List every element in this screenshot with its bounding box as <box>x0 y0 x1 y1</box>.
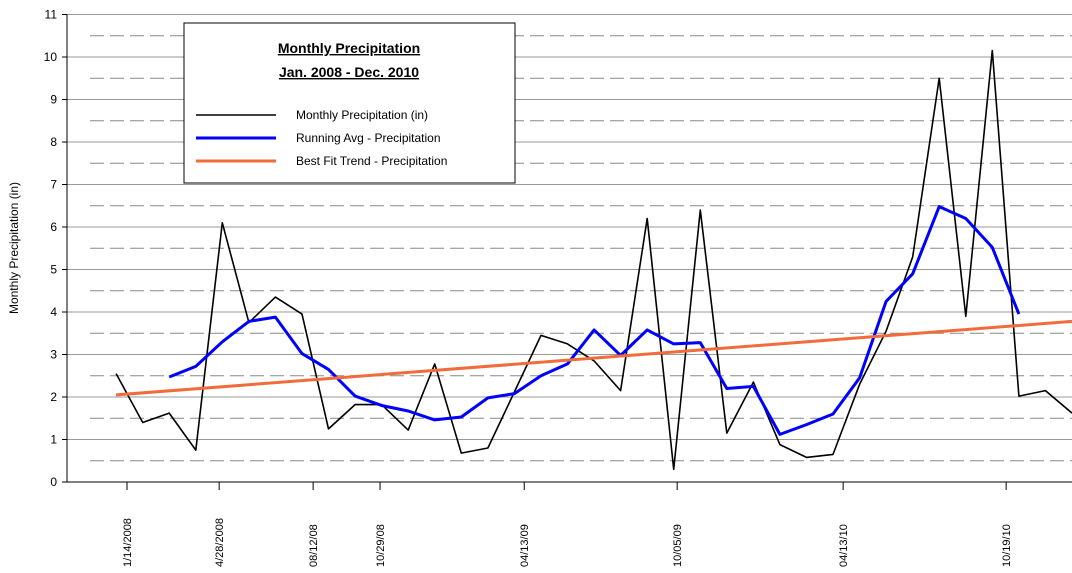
legend-label: Best Fit Trend - Precipitation <box>296 154 447 168</box>
legend-subtitle: Jan. 2008 - Dec. 2010 <box>279 64 419 80</box>
legend-box <box>183 22 516 184</box>
legend-label: Running Avg - Precipitation <box>296 131 441 145</box>
y-tick-label: 9 <box>50 93 57 107</box>
x-tick-label: 10/05/09 <box>672 524 684 567</box>
x-tick-label: 04/13/09 <box>519 524 531 567</box>
series-line <box>115 49 1072 471</box>
series-line <box>168 205 1021 436</box>
y-tick-label: 6 <box>50 220 57 234</box>
x-tick-label: 4/28/2008 <box>214 518 226 567</box>
x-tick-label: 08/12/08 <box>308 524 320 567</box>
x-tick-label: 10/19/10 <box>1001 524 1013 567</box>
legend-title: Monthly Precipitation <box>278 40 420 56</box>
y-tick-label: 10 <box>44 50 58 64</box>
y-tick-label: 1 <box>50 433 57 447</box>
x-tick-label: 10/29/08 <box>375 524 387 567</box>
x-tick-label: 1/14/2008 <box>122 518 134 567</box>
y-tick-label: 4 <box>50 305 57 319</box>
y-axis-label: Monthly Precipitation (in) <box>7 182 21 314</box>
legend: Monthly Precipitation Jan. 2008 - Dec. 20… <box>183 22 516 184</box>
y-tick-label: 8 <box>50 135 57 149</box>
x-tick-label: 04/13/10 <box>838 524 850 567</box>
series-line <box>115 319 1072 397</box>
y-tick-label: 11 <box>45 8 58 22</box>
y-tick-label: 7 <box>50 178 57 192</box>
y-tick-label: 2 <box>50 390 57 404</box>
y-tick-label: 0 <box>50 475 57 489</box>
y-tick-label: 3 <box>50 348 57 362</box>
legend-label: Monthly Precipitation (in) <box>296 108 428 122</box>
y-tick-label: 5 <box>50 263 57 277</box>
